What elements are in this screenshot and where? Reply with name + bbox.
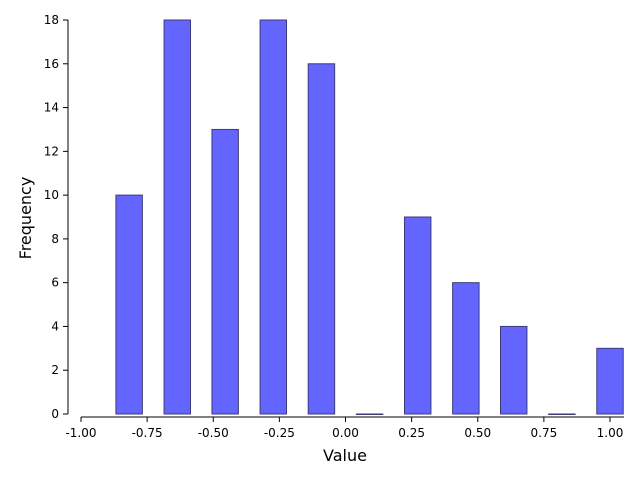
- y-tick-label: 6: [51, 276, 59, 290]
- histogram-bar: [499, 325, 528, 415]
- y-tick-label: 12: [44, 144, 59, 158]
- x-tick-label: -0.75: [132, 426, 163, 440]
- x-tick-label: 0.25: [398, 426, 425, 440]
- histogram-bar: [163, 19, 192, 415]
- histogram-bar: [355, 413, 384, 415]
- bars-group: [115, 19, 624, 415]
- x-axis-title: Value: [323, 446, 367, 465]
- histogram-bar: [403, 216, 432, 415]
- y-tick-label: 16: [44, 57, 59, 71]
- y-tick-label: 0: [51, 407, 59, 421]
- histogram-bar: [548, 413, 576, 415]
- x-tick-label: -0.50: [198, 426, 229, 440]
- histogram-bar: [596, 347, 624, 415]
- x-tick-label: 0.00: [332, 426, 359, 440]
- y-tick-label: 8: [51, 232, 59, 246]
- y-tick-label: 10: [44, 188, 59, 202]
- x-tick-label: 0.50: [464, 426, 491, 440]
- histogram-bar: [211, 128, 239, 415]
- x-tick-label: -0.25: [264, 426, 295, 440]
- y-tick-label: 4: [51, 319, 59, 333]
- x-ticks-group: -1.00 -0.75 -0.50 -0.25 0.00 0.25 0.50 0.75 1.00: [65, 417, 623, 440]
- y-tick-label: 18: [44, 13, 59, 27]
- x-tick-label: 0.75: [531, 426, 558, 440]
- histogram-bar: [115, 194, 143, 415]
- histogram-bar: [259, 19, 288, 415]
- histogram-bar: [452, 282, 480, 415]
- histogram-bar: [307, 63, 336, 415]
- y-ticks-group: 0 2 4 6 8 10 12 14 16 18: [44, 13, 68, 421]
- x-tick-label: -1.00: [65, 426, 96, 440]
- x-tick-label: 1.00: [597, 426, 624, 440]
- y-axis-title: Frequency: [16, 177, 35, 260]
- y-tick-label: 14: [44, 101, 59, 115]
- y-tick-label: 2: [51, 363, 59, 377]
